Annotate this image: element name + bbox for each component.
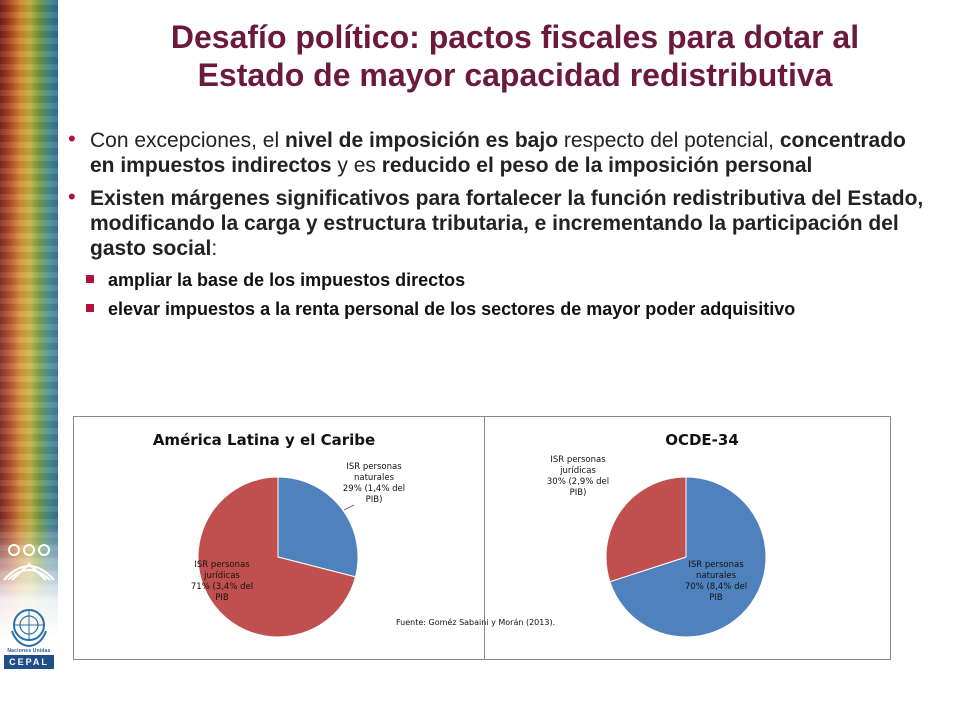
bullet-1-text-f: reducido el peso de la imposición person…: [381, 154, 813, 177]
pie-0-slice-1-label-line: ISR personas: [194, 560, 250, 570]
title-line-2: Estado de mayor capacidad redistributiva: [197, 57, 833, 93]
un-emblem-icon: [11, 609, 47, 648]
pie-1-slice-0-label-line: 70% (8,4% del: [685, 582, 747, 592]
pie-1-slice-0-label: ISR personas naturales 70% (8,4% del PIB: [685, 560, 747, 603]
panel-divider: [484, 417, 485, 659]
subbullet-2: elevar impuestos a la renta personal de …: [66, 298, 926, 321]
bullet-1-text-e: y es: [331, 154, 382, 177]
slide-content: • Con excepciones, el nivel de imposició…: [66, 126, 926, 321]
pie-1-slice-0-label-line: naturales: [696, 571, 737, 581]
bullet-1-text-a: Con excepciones, el: [90, 129, 285, 152]
pie-1-slice-1-label-line: 30% (2,9% del: [547, 477, 609, 487]
leader-line: [343, 504, 355, 511]
pie-1-slice-1-label-line: PIB): [570, 488, 587, 498]
pie-1-slice-1-label: ISR personas jurídicas 30% (2,9% del PIB): [547, 455, 609, 498]
slide-title: Desafío político: pactos fiscales para d…: [70, 18, 960, 94]
pie-0-slice-1-label: ISR personas jurídicas 71% (3,4% del PIB: [191, 560, 253, 603]
un-caption: Naciones Unidas: [7, 648, 51, 654]
pie-1-slice-1: [605, 476, 687, 583]
square-bullet-icon: [86, 275, 94, 283]
bullet-1: • Con excepciones, el nivel de imposició…: [66, 126, 926, 178]
bullet-1-text-b: nivel de imposición es bajo: [284, 129, 559, 152]
bullet-1-text-c: respecto del potencial,: [558, 129, 780, 152]
bullet-1-text-d: concentrado en impuestos indirectos: [90, 129, 906, 177]
pie-0-slice-1: [197, 476, 357, 638]
pie-0-slice-1-label-line: PIB: [215, 593, 229, 603]
pie-1-slice-0-label-line: PIB: [709, 593, 723, 603]
pie-0-slice-1-label-line: 71% (3,4% del: [191, 582, 253, 592]
pie-0-slice-0-label-line: 29% (1,4% del: [343, 484, 405, 494]
subbullet-2-text: elevar impuestos a la renta personal de …: [108, 299, 796, 319]
subbullet-1-text: ampliar la base de los impuestos directo…: [108, 270, 466, 290]
cepal-wordmark: CEPAL: [4, 655, 54, 669]
source-note: Fuente: Goméz Sabaini y Morán (2013).: [396, 617, 555, 627]
pie-1-slice-0-label-line: ISR personas: [688, 560, 744, 570]
pie-0-slice-0-label-line: naturales: [354, 473, 395, 483]
pie-1-slice-1-label-line: jurídicas: [559, 466, 596, 476]
title-line-1: Desafío político: pactos fiscales para d…: [170, 19, 860, 55]
pie-0-slice-0-label-line: ISR personas: [346, 462, 402, 472]
pie-0-slice-1-label-line: jurídicas: [203, 571, 240, 581]
subbullet-1: ampliar la base de los impuestos directo…: [66, 269, 926, 292]
bullet-2-text-a: Existen márgenes significativos para for…: [90, 187, 924, 260]
square-bullet-icon: [86, 304, 94, 312]
pie-charts-panel: ISR personas naturales 29% (1,4% del PIB) IS…: [73, 416, 891, 660]
chart-title-ocde: OCDE-34: [665, 431, 739, 449]
bullet-2-text-b: :: [211, 237, 218, 260]
cepal-emblem-icon: [3, 544, 55, 581]
pie-0-slice-0-label-line: PIB): [366, 495, 383, 505]
chart-title-lac: América Latina y el Caribe: [153, 431, 375, 449]
decorative-side-strip: [0, 0, 58, 720]
pie-0-slice-0: [277, 476, 359, 578]
bullet-2: • Existen márgenes significativos para f…: [66, 184, 926, 261]
bullet-marker: •: [68, 126, 76, 151]
charts-svg: ISR personas naturales 29% (1,4% del PIB)IS…: [153, 431, 767, 638]
pie-1-slice-1-label-line: ISR personas: [550, 455, 606, 465]
bullet-marker: •: [68, 184, 76, 209]
pie-0-slice-0-label: ISR personas naturales 29% (1,4% del PIB): [343, 462, 405, 505]
pie-1-slice-0: [609, 476, 767, 638]
